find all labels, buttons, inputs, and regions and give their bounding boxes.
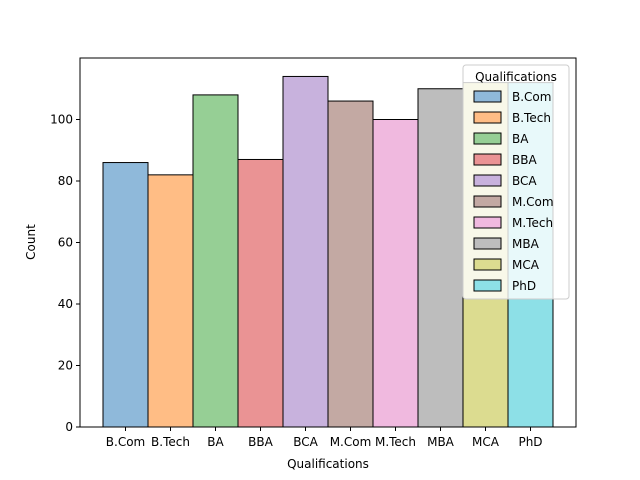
legend-swatch (473, 195, 502, 208)
y-tick-label: 80 (58, 174, 73, 188)
legend-label: B.Tech (512, 111, 551, 125)
legend-label: BBA (512, 153, 537, 167)
x-tick-label: MCA (472, 435, 500, 449)
legend-swatch (473, 237, 502, 250)
legend-swatch (473, 174, 502, 187)
legend-swatch (473, 111, 502, 124)
y-tick-label: 60 (58, 236, 73, 250)
legend: Qualifications B.Com B.Tech BA BBA BCA M.Com M… (462, 64, 570, 300)
legend-swatch (473, 279, 502, 292)
legend-swatch (473, 132, 502, 145)
legend-label: BCA (512, 174, 537, 188)
legend-swatch (473, 153, 502, 166)
x-tick-label: M.Tech (375, 435, 416, 449)
x-axis-label: Qualifications (287, 457, 369, 471)
bar-mba (417, 88, 464, 428)
x-tick-label: PhD (518, 435, 542, 449)
legend-swatch (473, 258, 502, 271)
legend-swatch (473, 216, 502, 229)
x-tick-label: M.Com (330, 435, 372, 449)
legend-items: B.Com B.Tech BA BBA BCA M.Com M.Tech MBA MCA PhD (473, 90, 554, 293)
bar-bca (282, 75, 329, 428)
x-axis: B.Com B.Tech BA BBA BCA M.Com M.Tech MBA MCA PhD (106, 427, 543, 449)
x-tick-label: B.Tech (151, 435, 190, 449)
bar-mtech (372, 119, 419, 428)
x-tick-label: MBA (427, 435, 455, 449)
x-tick-label: B.Com (106, 435, 145, 449)
y-axis-label: Count (24, 224, 38, 260)
legend-title: Qualifications (475, 70, 557, 84)
y-axis: 0 20 40 60 80 100 (50, 113, 80, 434)
legend-label: MCA (512, 258, 540, 272)
legend-label: M.Tech (512, 216, 553, 230)
legend-swatch (473, 90, 502, 103)
bar-bcom (102, 162, 149, 428)
legend-label: M.Com (512, 195, 554, 209)
bar-mcom (327, 100, 374, 428)
x-tick-label: BA (207, 435, 224, 449)
x-tick-label: BCA (293, 435, 318, 449)
bar-btech (147, 174, 194, 428)
legend-label: MBA (512, 237, 540, 251)
y-tick-label: 0 (65, 420, 73, 434)
legend-label: BA (512, 132, 529, 146)
y-tick-label: 20 (58, 359, 73, 373)
bar-bba (237, 158, 284, 428)
y-tick-label: 100 (50, 113, 73, 127)
bar-ba (192, 94, 239, 428)
y-tick-label: 40 (58, 297, 73, 311)
legend-label: PhD (512, 279, 536, 293)
legend-label: B.Com (512, 90, 551, 104)
x-tick-label: BBA (248, 435, 273, 449)
bars-group (102, 75, 554, 428)
